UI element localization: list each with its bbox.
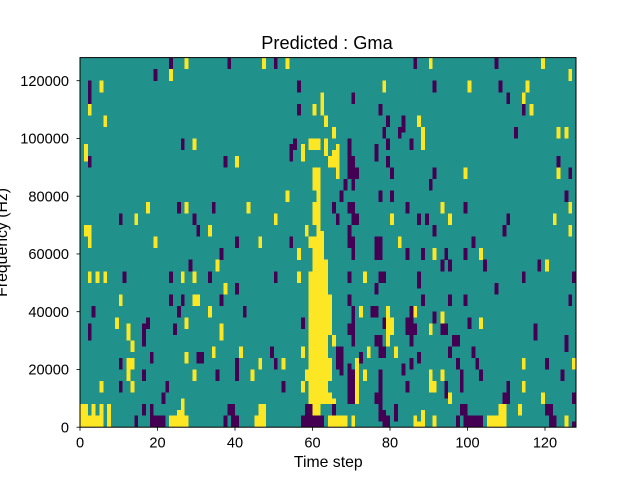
- svg-text:Time step: Time step: [294, 454, 363, 471]
- svg-text:0: 0: [61, 420, 69, 436]
- svg-text:120000: 120000: [20, 74, 69, 90]
- svg-text:Frequency (Hz): Frequency (Hz): [0, 188, 11, 297]
- svg-text:40: 40: [227, 435, 243, 451]
- svg-text:60: 60: [304, 435, 320, 451]
- svg-text:Predicted : Gma: Predicted : Gma: [261, 33, 393, 53]
- svg-text:20000: 20000: [28, 363, 69, 379]
- svg-text:40000: 40000: [28, 305, 69, 321]
- svg-text:0: 0: [76, 435, 84, 451]
- svg-text:80: 80: [382, 435, 398, 451]
- svg-text:120: 120: [533, 435, 557, 451]
- svg-text:60000: 60000: [28, 247, 69, 263]
- svg-text:20: 20: [149, 435, 165, 451]
- svg-text:100: 100: [455, 435, 479, 451]
- svg-text:80000: 80000: [28, 189, 69, 205]
- svg-text:100000: 100000: [20, 132, 69, 148]
